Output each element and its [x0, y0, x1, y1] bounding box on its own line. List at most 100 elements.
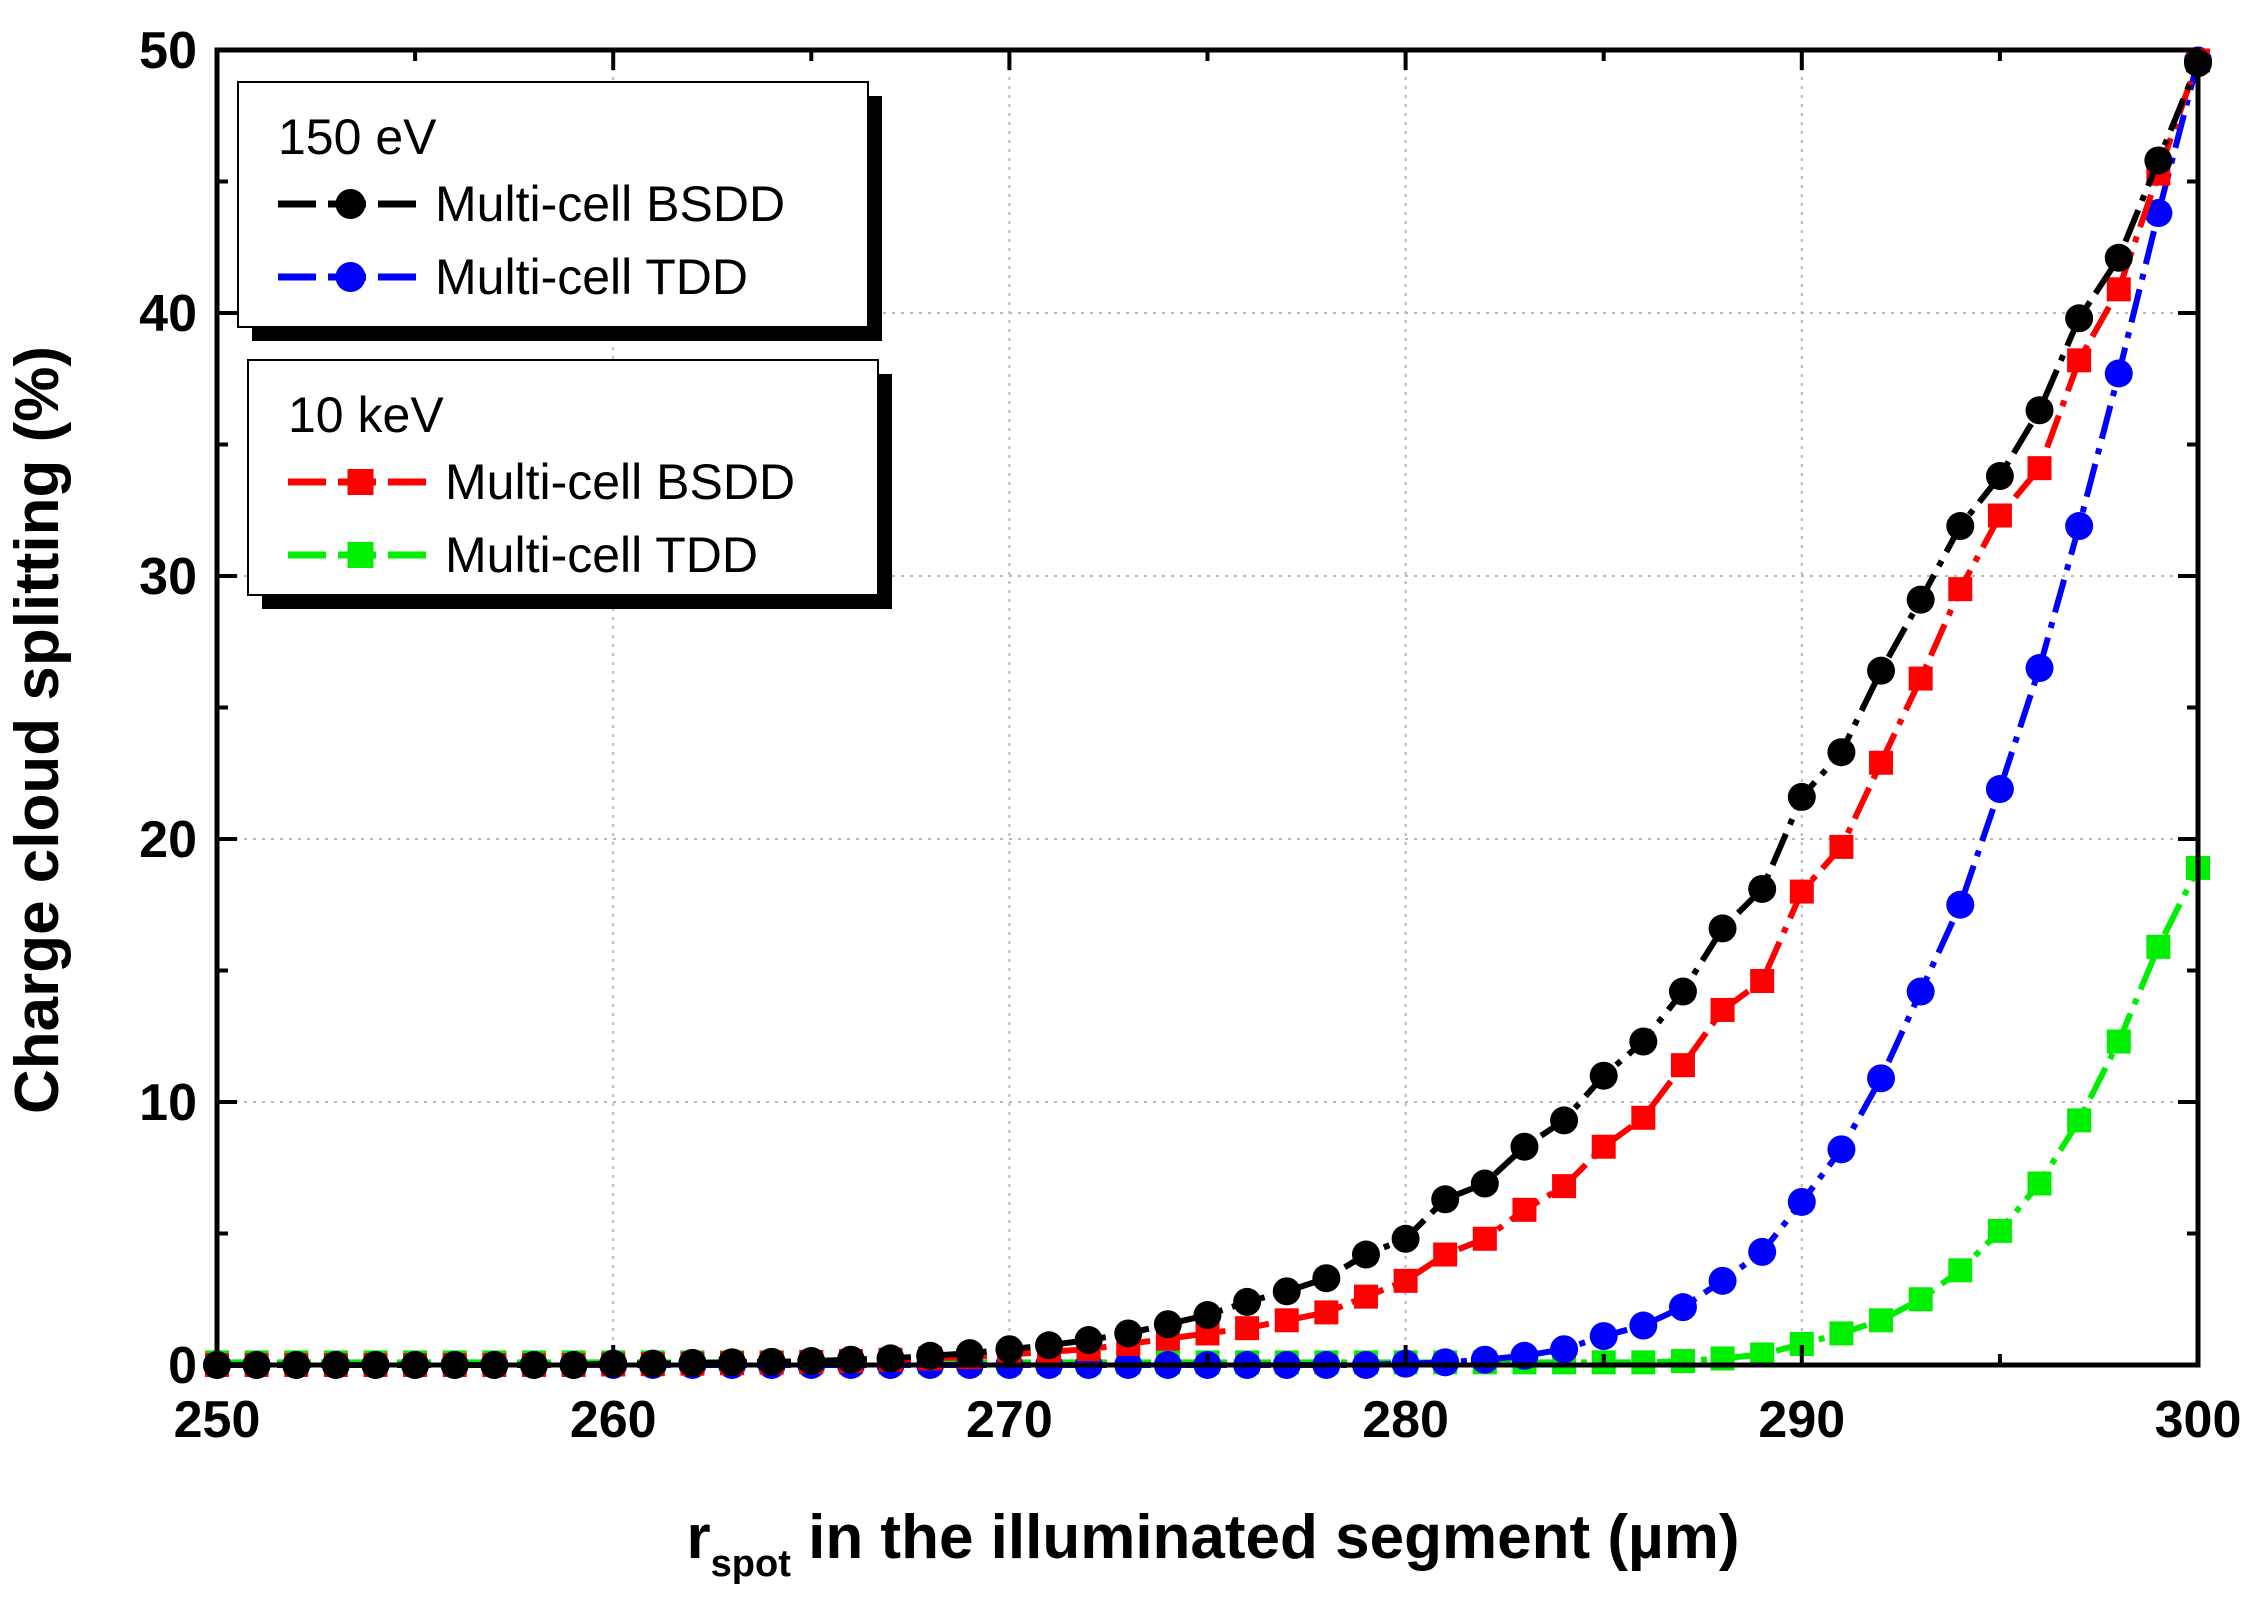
x-tick-label: 250 [174, 1391, 261, 1449]
data-point [2144, 199, 2173, 228]
data-point [2146, 934, 2171, 959]
data-point [1948, 1258, 1973, 1283]
data-point [1869, 750, 1894, 775]
data-point [1748, 1237, 1777, 1266]
data-point [2027, 456, 2052, 481]
data-point [1272, 1277, 1301, 1306]
data-point [1948, 577, 1973, 602]
data-point [1869, 1308, 1894, 1333]
y-tick-label: 40 [139, 285, 197, 343]
series-multi-cell-tdd-10-kev [205, 855, 2210, 1375]
data-point [1114, 1319, 1143, 1348]
data-point [2104, 359, 2133, 388]
data-point [876, 1344, 905, 1373]
x-axis-title-rest: in the illuminated segment (µm) [791, 1503, 1740, 1572]
data-point [1827, 1135, 1856, 1164]
data-point [1629, 1311, 1658, 1340]
legend-group-1: 150 eV Multi-cell BSDD Multi-cell TDD [237, 81, 882, 341]
x-tick-label: 300 [2155, 1391, 2242, 1449]
data-point [1708, 914, 1737, 943]
x-tick-label: 290 [1758, 1391, 1845, 1449]
data-point [1391, 1224, 1420, 1253]
data-point [1351, 1240, 1380, 1269]
data-point [1353, 1284, 1378, 1309]
data-point [1670, 1053, 1695, 1078]
data-point [1431, 1185, 1460, 1214]
data-point [1470, 1345, 1499, 1374]
data-point [1512, 1197, 1537, 1222]
data-point [1510, 1132, 1539, 1161]
data-point [1668, 977, 1697, 1006]
data-point [1193, 1301, 1222, 1330]
x-tick-label: 260 [570, 1391, 657, 1449]
data-point [1233, 1287, 1262, 1316]
y-tick-label: 20 [139, 811, 197, 869]
data-point [2106, 1029, 2131, 1054]
legend-entry-label: Multi-cell TDD [445, 527, 758, 583]
legend: 150 eV Multi-cell BSDD Multi-cell TDD 10 ke… [237, 81, 892, 609]
data-point [955, 1339, 984, 1368]
data-point [836, 1345, 865, 1374]
series-line-multi-cell-tdd-10-kev [217, 866, 2201, 1366]
data-point [1472, 1226, 1497, 1251]
data-point [1470, 1169, 1499, 1198]
data-point [1829, 1321, 1854, 1346]
data-point [1750, 1342, 1775, 1367]
data-point [1589, 1322, 1618, 1351]
legend-entry-label: Multi-cell BSDD [445, 454, 795, 510]
data-point [1035, 1331, 1064, 1360]
data-point [1987, 503, 2012, 528]
data-point [1629, 1027, 1658, 1056]
data-point [1748, 874, 1777, 903]
data-point [1987, 1218, 2012, 1243]
data-point [1710, 997, 1735, 1022]
legend-marker [335, 262, 366, 292]
data-point [1867, 1064, 1896, 1093]
data-point [1750, 969, 1775, 994]
y-tick-label: 30 [139, 548, 197, 606]
data-point [1908, 666, 1933, 691]
data-point [1312, 1264, 1341, 1293]
data-point [2144, 146, 2173, 175]
data-point [1631, 1105, 1656, 1130]
data-point [1153, 1310, 1182, 1339]
data-point [2067, 348, 2092, 373]
data-point [1074, 1326, 1103, 1355]
data-point [1867, 656, 1896, 685]
data-point [1668, 1293, 1697, 1322]
data-point [718, 1348, 747, 1377]
data-point [1827, 738, 1856, 767]
legend-group-title: 150 eV [278, 109, 437, 165]
x-tick-label: 280 [1362, 1391, 1449, 1449]
legend-marker [347, 542, 374, 568]
data-point [1985, 462, 2014, 491]
data-point [1314, 1300, 1339, 1325]
data-point [1393, 1268, 1418, 1293]
data-point [2025, 396, 2054, 425]
legend-entry-label: Multi-cell BSDD [435, 176, 785, 232]
data-point [2027, 1171, 2052, 1196]
data-point [2065, 304, 2094, 333]
data-point [2067, 1108, 2092, 1133]
data-point [2106, 277, 2131, 302]
data-point [1829, 834, 1854, 859]
data-point [1985, 775, 2014, 804]
x-axis-title-subscript: spot [711, 1543, 792, 1585]
data-point [1670, 1349, 1695, 1374]
data-point [2025, 654, 2054, 683]
y-tick-label: 50 [139, 22, 197, 80]
legend-group-title: 10 keV [288, 387, 444, 443]
data-point [1946, 512, 1975, 541]
legend-marker [335, 189, 366, 219]
data-point [1908, 1287, 1933, 1312]
data-point [1274, 1308, 1299, 1333]
data-point [2065, 512, 2094, 541]
y-tick-label: 0 [168, 1337, 197, 1395]
data-point [1433, 1242, 1458, 1267]
legend-marker [347, 469, 374, 495]
data-point [1708, 1266, 1737, 1295]
data-point [1787, 1187, 1816, 1216]
data-point [1550, 1335, 1579, 1364]
data-point [1589, 1061, 1618, 1090]
